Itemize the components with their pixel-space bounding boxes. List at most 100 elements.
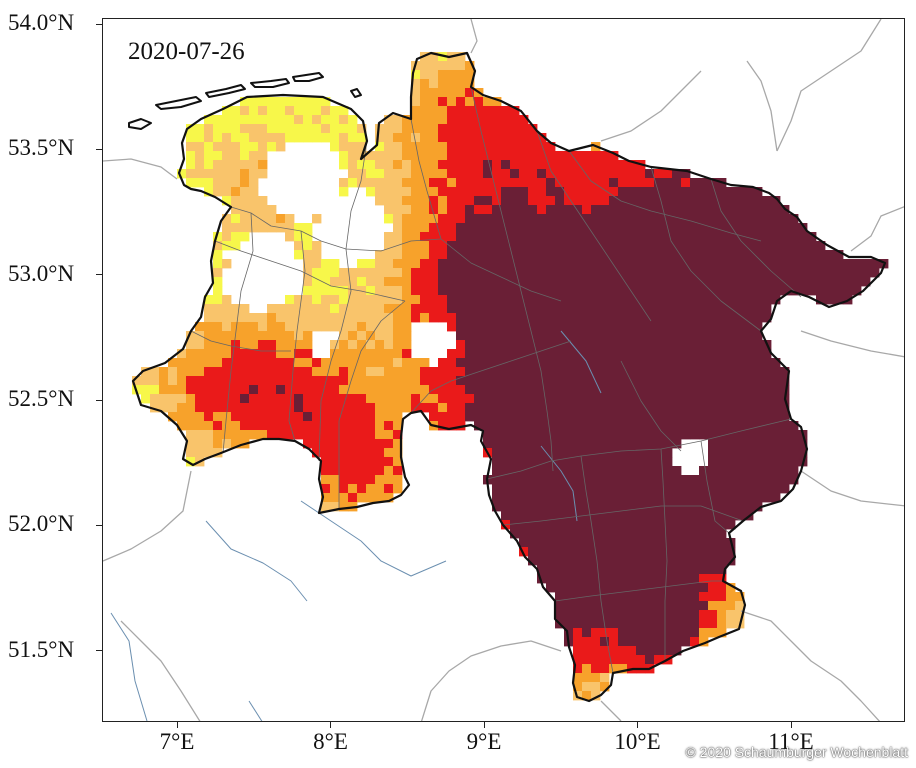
drought-cell (339, 304, 349, 314)
drought-cell (681, 502, 691, 512)
drought-cell (672, 430, 682, 440)
drought-cell (627, 304, 637, 314)
drought-cell (609, 664, 619, 674)
drought-cell (663, 304, 673, 314)
drought-cell (339, 457, 349, 467)
drought-cell (663, 358, 673, 368)
drought-cell (528, 214, 538, 224)
drought-cell (213, 322, 223, 332)
drought-cell (717, 367, 727, 377)
drought-cell (699, 349, 709, 359)
drought-cell (357, 178, 367, 188)
drought-cell (798, 448, 808, 458)
drought-cell (348, 358, 358, 368)
drought-cell (222, 430, 232, 440)
drought-cell (249, 331, 259, 341)
neighbor-border (600, 700, 622, 721)
drought-cell (708, 592, 718, 602)
drought-cell (753, 394, 763, 404)
drought-cell (438, 412, 448, 422)
drought-cell (672, 646, 682, 656)
drought-cell (744, 403, 754, 413)
drought-cell (708, 628, 718, 638)
drought-cell (546, 376, 556, 386)
drought-cell (672, 268, 682, 278)
drought-cell (501, 331, 511, 341)
drought-cell (834, 259, 844, 269)
drought-cell (546, 214, 556, 224)
drought-cell (438, 304, 448, 314)
drought-cell (402, 196, 412, 206)
drought-cell (249, 115, 259, 125)
drought-cell (492, 430, 502, 440)
drought-cell (672, 241, 682, 251)
drought-cell (591, 421, 601, 431)
drought-cell (681, 493, 691, 503)
drought-cell (483, 322, 493, 332)
drought-cell (258, 214, 268, 224)
drought-cell (375, 439, 385, 449)
drought-cell (456, 385, 466, 395)
drought-cell (519, 232, 529, 242)
drought-cell (465, 142, 475, 152)
drought-cell (681, 358, 691, 368)
drought-cell (348, 439, 358, 449)
drought-cell (600, 160, 610, 170)
drought-cell (312, 412, 322, 422)
drought-cell (510, 133, 520, 143)
drought-cell (222, 151, 232, 161)
drought-cell (348, 115, 358, 125)
drought-cell (807, 250, 817, 260)
drought-cell (258, 421, 268, 431)
drought-cell (762, 475, 772, 485)
drought-cell (222, 304, 232, 314)
drought-cell (483, 295, 493, 305)
drought-cell (798, 250, 808, 260)
drought-cell (141, 367, 151, 377)
drought-cell (312, 448, 322, 458)
drought-cell (690, 529, 700, 539)
drought-cell (735, 259, 745, 269)
drought-cell (402, 385, 412, 395)
drought-cell (555, 439, 565, 449)
drought-cell (402, 286, 412, 296)
drought-cell (735, 394, 745, 404)
drought-cell (582, 421, 592, 431)
drought-cell (717, 349, 727, 359)
drought-cell (429, 304, 439, 314)
drought-cell (240, 178, 250, 188)
drought-cell (303, 340, 313, 350)
drought-cell (537, 574, 547, 584)
drought-cell (636, 619, 646, 629)
drought-cell (366, 358, 376, 368)
drought-cell (735, 205, 745, 215)
drought-cell (303, 313, 313, 323)
drought-cell (717, 628, 727, 638)
drought-cell (330, 466, 340, 476)
drought-cell (609, 151, 619, 161)
drought-cell (582, 331, 592, 341)
drought-cell (429, 160, 439, 170)
drought-cell (321, 448, 331, 458)
drought-cell (456, 214, 466, 224)
drought-cell (600, 565, 610, 575)
drought-cell (537, 412, 547, 422)
drought-cell (609, 268, 619, 278)
drought-cell (627, 358, 637, 368)
drought-cell (843, 268, 853, 278)
drought-cell (609, 169, 619, 179)
drought-cell (609, 187, 619, 197)
drought-cell (411, 160, 421, 170)
drought-cell (492, 250, 502, 260)
drought-cell (249, 142, 259, 152)
drought-cell (771, 259, 781, 269)
drought-cell (681, 268, 691, 278)
drought-cell (600, 664, 610, 674)
drought-cell (564, 520, 574, 530)
drought-cell (483, 394, 493, 404)
drought-cell (780, 421, 790, 431)
drought-cell (834, 277, 844, 287)
drought-cell (744, 367, 754, 377)
drought-cell (600, 493, 610, 503)
drought-cell (348, 295, 358, 305)
